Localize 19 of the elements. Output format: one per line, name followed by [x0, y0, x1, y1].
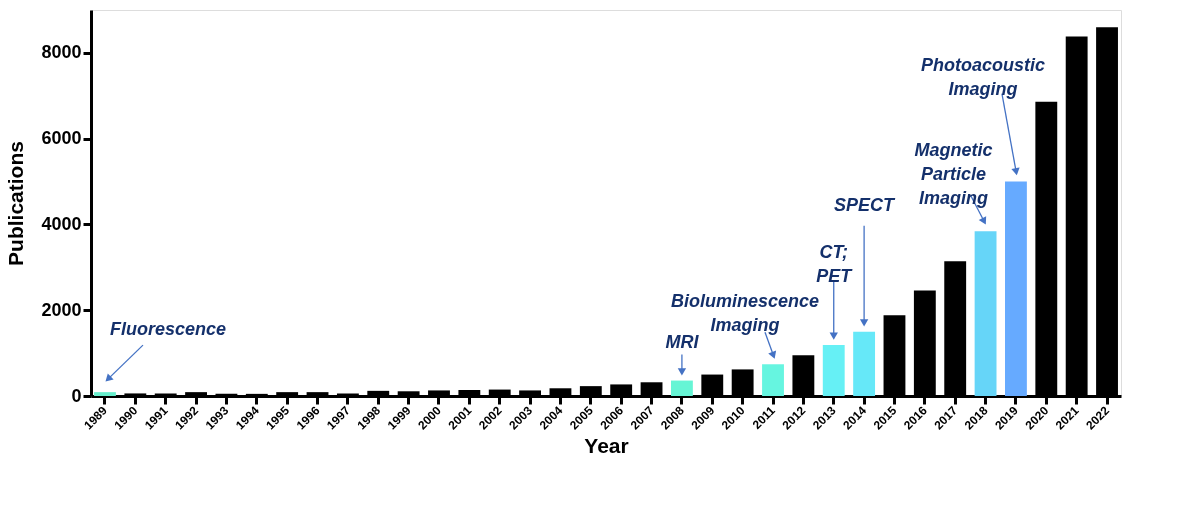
bar	[94, 392, 116, 396]
bar	[1005, 181, 1027, 396]
y-tick-label: 6000	[41, 128, 82, 149]
y-tick-label: 0	[71, 385, 82, 406]
y-axis-title: Publications	[4, 141, 28, 266]
y-tick-label: 8000	[41, 42, 82, 63]
annotation: Fluorescence	[109, 319, 226, 340]
annotation: Magnetic Particle Imaging	[914, 140, 993, 209]
y-tick-label: 4000	[41, 213, 82, 234]
annotation: Photoacoustic Imaging	[920, 54, 1045, 99]
bar	[670, 380, 693, 396]
bar	[974, 231, 997, 396]
bar	[822, 344, 845, 396]
bar	[853, 331, 876, 396]
annotation: CT; PET	[816, 241, 854, 286]
x-axis-title: Year	[584, 433, 629, 457]
annotation: SPECT	[834, 194, 897, 215]
bar	[762, 364, 784, 396]
y-tick-label: 2000	[41, 299, 82, 320]
